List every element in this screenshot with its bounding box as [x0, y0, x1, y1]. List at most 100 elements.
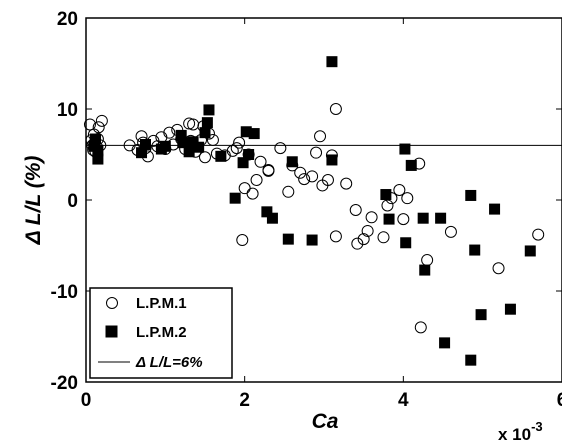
- data-point-circle: [282, 185, 295, 198]
- data-point-square: [383, 213, 395, 225]
- data-point-square: [469, 244, 481, 256]
- data-point-square: [183, 146, 195, 158]
- data-point-circle: [401, 192, 414, 205]
- y-axis-title: Δ L/L (%): [22, 156, 45, 246]
- data-point-circle: [414, 321, 427, 334]
- data-point-square: [215, 150, 227, 162]
- legend: L.P.M.1 L.P.M.2 Δ L/L=6%: [89, 287, 233, 379]
- data-point-square: [237, 157, 249, 169]
- data-point-square: [90, 133, 102, 145]
- legend-marker-lpm1: [106, 297, 118, 309]
- data-point-square: [136, 147, 148, 159]
- data-point-square: [399, 143, 411, 155]
- y-tick-label: -10: [51, 282, 78, 303]
- data-point-circle: [236, 234, 249, 247]
- data-point-square: [175, 129, 187, 141]
- series-2: [88, 56, 536, 366]
- data-point-circle: [377, 231, 390, 244]
- data-point-circle: [329, 230, 342, 243]
- data-point-circle: [393, 183, 406, 196]
- data-point-circle: [95, 114, 108, 127]
- data-point-square: [306, 234, 318, 246]
- data-point-square: [439, 337, 451, 349]
- data-point-circle: [262, 163, 275, 176]
- data-point-square: [326, 56, 338, 68]
- y-tick-label: 10: [57, 100, 78, 121]
- data-point-square: [248, 128, 260, 140]
- data-point-square: [286, 156, 298, 168]
- data-point-circle: [250, 173, 263, 186]
- x-tick-label: 6: [557, 390, 562, 411]
- data-point-square: [229, 192, 241, 204]
- data-point-square: [187, 136, 199, 148]
- data-point-circle: [397, 213, 410, 226]
- data-point-circle: [163, 126, 176, 139]
- x-multiplier: x 10-3: [498, 419, 543, 444]
- data-point-circle: [329, 103, 342, 115]
- data-point-square: [465, 189, 477, 201]
- data-point-circle: [183, 117, 196, 130]
- y-tick-label: -20: [51, 373, 78, 394]
- data-point-circle: [294, 166, 307, 179]
- data-point-square: [92, 145, 104, 157]
- data-point-square: [266, 212, 278, 224]
- data-point-circle: [246, 187, 259, 200]
- y-tick-label: 0: [67, 191, 78, 212]
- data-point-square: [203, 104, 215, 116]
- data-point-circle: [492, 262, 505, 275]
- legend-label-refline: Δ L/L=6%: [135, 354, 203, 371]
- data-point-circle: [254, 155, 267, 168]
- data-point-circle: [351, 237, 364, 250]
- data-point-square: [240, 126, 252, 138]
- x-axis-title: Ca: [312, 410, 339, 433]
- data-point-square: [92, 153, 104, 165]
- data-point-square: [199, 127, 211, 139]
- data-point-circle: [298, 173, 311, 186]
- x-tick-label: 2: [239, 390, 250, 411]
- data-point-circle: [83, 118, 96, 131]
- data-point-square: [261, 206, 273, 218]
- data-point-square: [465, 354, 477, 366]
- data-point-square: [475, 309, 487, 321]
- data-point-square: [524, 245, 536, 257]
- legend-label-lpm1: L.P.M.1: [136, 295, 187, 312]
- x-tick-label: 4: [398, 390, 409, 411]
- data-point-square: [282, 233, 294, 245]
- data-point-circle: [321, 173, 334, 186]
- data-point-circle: [349, 204, 362, 217]
- data-point-square: [419, 264, 431, 276]
- data-point-square: [201, 117, 213, 129]
- data-point-square: [405, 159, 417, 171]
- data-point-circle: [532, 228, 545, 241]
- data-points: [83, 56, 545, 366]
- data-point-square: [243, 149, 255, 160]
- data-point-circle: [310, 146, 323, 159]
- data-point-square: [417, 212, 429, 224]
- data-point-square: [326, 154, 338, 166]
- data-point-circle: [206, 133, 219, 146]
- data-point-square: [504, 303, 516, 315]
- data-point-circle: [444, 225, 457, 238]
- data-point-circle: [340, 177, 353, 190]
- data-point-circle: [199, 151, 211, 164]
- data-point-circle: [230, 142, 243, 155]
- legend-label-lpm2: L.P.M.2: [136, 324, 187, 341]
- data-point-circle: [365, 211, 378, 224]
- data-point-square: [159, 140, 171, 152]
- axis-ticks: 0 2 4 6 -20 -10 0 10 20: [51, 9, 562, 411]
- data-point-square: [140, 138, 151, 150]
- data-point-square: [435, 212, 447, 224]
- data-point-circle: [92, 121, 105, 134]
- data-point-circle: [233, 136, 246, 149]
- data-point-circle: [361, 224, 374, 237]
- legend-marker-lpm2: [105, 325, 118, 338]
- y-tick-label: 20: [57, 9, 78, 30]
- data-point-square: [400, 237, 412, 249]
- data-point-square: [380, 189, 392, 201]
- data-point-square: [193, 141, 205, 153]
- data-point-circle: [274, 142, 287, 155]
- data-point-circle: [314, 130, 327, 143]
- data-point-square: [177, 137, 189, 149]
- data-point-circle: [357, 233, 370, 246]
